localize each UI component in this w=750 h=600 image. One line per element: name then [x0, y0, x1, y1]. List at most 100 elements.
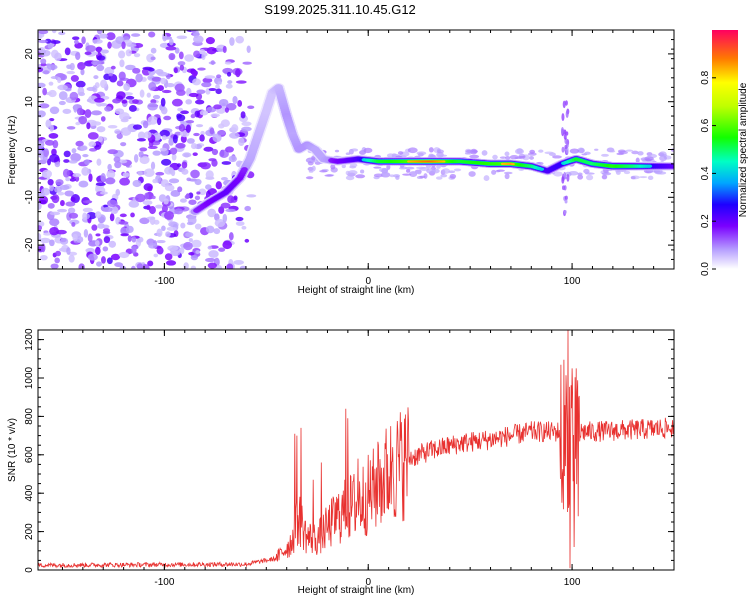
noise-blob — [48, 89, 57, 98]
ridge-halo — [504, 173, 510, 180]
ridge-halo — [406, 168, 411, 173]
noise-blob — [162, 33, 168, 42]
noise-blob — [84, 51, 92, 56]
noise-blob — [139, 89, 145, 98]
ridge-segment — [241, 167, 248, 172]
noise-blob — [47, 158, 52, 166]
noise-blob — [39, 255, 48, 261]
noise-blob — [89, 147, 98, 152]
noise-blob — [103, 236, 111, 244]
noise-blob — [226, 71, 232, 77]
artifact-blob — [561, 146, 565, 153]
noise-blob — [114, 108, 125, 115]
noise-blob — [139, 147, 148, 152]
noise-blob — [38, 199, 47, 204]
noise-blob — [55, 179, 64, 186]
noise-blob — [43, 148, 50, 158]
noise-blob — [121, 41, 126, 50]
noise-blob — [68, 159, 78, 164]
noise-blob — [246, 194, 257, 198]
artifact-blob — [565, 110, 569, 118]
noise-blob — [155, 171, 165, 176]
noise-blob — [72, 233, 78, 242]
noise-blob — [180, 222, 186, 229]
noise-blob — [177, 186, 183, 193]
noise-blob — [125, 49, 132, 57]
noise-blob — [42, 70, 50, 75]
noise-blob — [86, 122, 91, 130]
noise-blob — [228, 232, 234, 241]
noise-blob — [60, 200, 65, 207]
noise-blob — [209, 127, 215, 135]
noise-blob — [85, 45, 97, 53]
ridge-halo — [518, 155, 526, 158]
noise-blob — [38, 82, 46, 88]
ridge-halo — [492, 154, 498, 160]
ridge-halo — [350, 148, 359, 152]
ridge-segment — [646, 164, 653, 168]
noise-blob — [131, 265, 136, 269]
ridge-halo — [503, 171, 513, 175]
artifact-blob — [563, 133, 567, 140]
ridge-halo — [623, 170, 631, 175]
noise-blob — [150, 161, 156, 170]
noise-blob — [178, 51, 184, 60]
noise-blob — [92, 51, 99, 56]
noise-blob — [110, 253, 121, 261]
noise-blob — [91, 60, 102, 66]
x-tick-label: 0 — [365, 577, 371, 588]
noise-blob — [160, 77, 167, 85]
noise-blob — [186, 138, 195, 144]
noise-blob — [100, 191, 108, 195]
noise-blob — [57, 191, 65, 196]
noise-blob — [62, 108, 72, 114]
noise-blob — [175, 142, 186, 149]
noise-blob — [190, 254, 198, 261]
noise-blob — [210, 113, 220, 118]
noise-blob — [165, 46, 177, 51]
noise-blob — [99, 103, 108, 107]
ridge-segment — [538, 167, 545, 171]
noise-blob — [222, 240, 233, 250]
y-tick-label: 800 — [24, 408, 35, 425]
noise-blob — [49, 184, 54, 192]
noise-blob — [225, 208, 236, 213]
noise-blob — [208, 250, 219, 258]
noise-blob — [152, 94, 161, 100]
noise-blob — [38, 225, 43, 231]
noise-blob — [87, 233, 93, 243]
ridge-halo — [389, 174, 395, 178]
noise-blob — [100, 79, 108, 89]
noise-blob — [128, 200, 140, 208]
noise-blob — [131, 33, 141, 37]
noise-blob — [119, 177, 131, 186]
noise-blob — [110, 65, 116, 70]
noise-blob — [46, 64, 58, 71]
noise-blob — [64, 47, 71, 56]
noise-blob — [226, 263, 234, 269]
noise-blob — [62, 168, 70, 178]
noise-blob — [164, 253, 173, 261]
artifact-blob — [564, 195, 568, 201]
y-tick-label: -10 — [24, 190, 35, 205]
noise-blob — [91, 224, 98, 231]
noise-blob — [54, 257, 60, 264]
noise-blob — [160, 106, 168, 115]
noise-blob — [66, 126, 76, 130]
ridge-halo — [355, 174, 366, 179]
ridge-halo — [412, 171, 418, 174]
noise-blob — [132, 124, 143, 130]
colorbar-tick-label: 0.6 — [700, 118, 711, 132]
noise-blob — [208, 87, 217, 92]
noise-blob — [72, 36, 80, 41]
noise-blob — [229, 37, 235, 46]
noise-blob — [204, 75, 216, 79]
noise-blob — [150, 99, 157, 104]
noise-blob — [107, 149, 119, 155]
ridge-halo — [381, 171, 389, 177]
noise-blob — [99, 33, 108, 39]
noise-blob — [235, 35, 245, 44]
noise-blob — [95, 240, 100, 246]
noise-blob — [55, 250, 62, 257]
noise-blob — [136, 263, 143, 269]
